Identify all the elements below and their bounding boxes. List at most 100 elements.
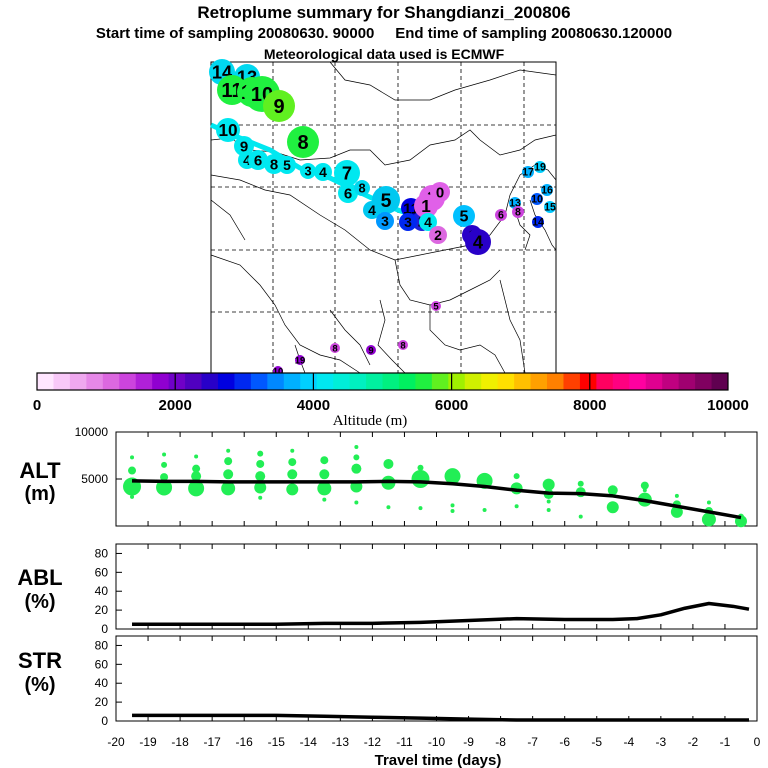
map-marker-dot bbox=[338, 183, 358, 203]
particle-point bbox=[160, 473, 169, 482]
map-marker-label: 3 bbox=[381, 213, 389, 229]
map-marker-dot bbox=[334, 160, 360, 186]
particle-point bbox=[258, 495, 263, 500]
particle-point bbox=[287, 469, 298, 480]
x-axis-label: Travel time (days) bbox=[375, 752, 502, 768]
map-marker-dot bbox=[399, 213, 417, 231]
x-tick-label: 0 bbox=[754, 735, 761, 749]
colorbar-cell bbox=[119, 373, 137, 390]
y-tick-label: 20 bbox=[95, 695, 109, 709]
particle-point bbox=[317, 481, 332, 496]
time-series-panels: ALT(m)500010000ABL(%)020406080STR(%)0204… bbox=[17, 425, 760, 768]
map-marker-dot bbox=[248, 150, 268, 170]
colorbar-cell bbox=[234, 373, 252, 390]
map-marker-dot bbox=[263, 90, 295, 122]
map-marker-dot bbox=[330, 343, 340, 353]
map-marker-dot bbox=[363, 201, 381, 219]
colorbar-ticks: 0 2000 4000 6000 8000 10000 bbox=[33, 373, 749, 414]
particle-point bbox=[706, 500, 711, 505]
particle-point bbox=[130, 494, 135, 499]
colorbar-cell bbox=[711, 373, 729, 390]
colorbar-cell bbox=[185, 373, 203, 390]
end-time: End time of sampling 20080630.120000 bbox=[395, 25, 673, 42]
map-marker-label: 9 bbox=[368, 345, 373, 356]
map-marker-label: 6 bbox=[344, 185, 352, 202]
particle-point bbox=[482, 508, 487, 513]
particle-point bbox=[194, 454, 199, 459]
map-marker-dot bbox=[354, 180, 370, 196]
map-marker-dot bbox=[398, 340, 408, 350]
particle-point bbox=[223, 469, 234, 480]
particle-point bbox=[288, 458, 297, 467]
colorbar-tick-label: 10000 bbox=[707, 397, 749, 414]
colorbar-cell bbox=[612, 373, 630, 390]
map-marker-label: 15 bbox=[544, 202, 556, 214]
particle-point bbox=[444, 468, 461, 485]
x-tick-label: -13 bbox=[332, 735, 350, 749]
colorbar-tick-label: 0 bbox=[33, 397, 41, 414]
map-marker-label: 19 bbox=[534, 162, 546, 174]
panel-label: STR bbox=[18, 648, 62, 673]
particle-point bbox=[162, 452, 167, 457]
particle-point bbox=[513, 473, 520, 480]
particle-point bbox=[546, 508, 551, 513]
map-marker-dot bbox=[376, 212, 394, 230]
panel-label: ABL bbox=[17, 565, 62, 590]
map-marker-dot bbox=[544, 201, 556, 213]
particle-point bbox=[257, 450, 264, 457]
particle-point bbox=[383, 458, 394, 469]
panel-unit: (m) bbox=[24, 483, 55, 505]
map-marker-label: 7 bbox=[342, 162, 352, 183]
particle-point bbox=[322, 497, 327, 502]
str-line bbox=[132, 713, 749, 722]
colorbar-cell bbox=[349, 373, 367, 390]
met-data-line: Meteorological data used is ECMWF bbox=[263, 46, 505, 62]
colorbar-cell bbox=[366, 373, 383, 390]
y-tick-label: 60 bbox=[95, 657, 109, 671]
x-tick-label: -12 bbox=[364, 735, 382, 749]
particle-point bbox=[642, 488, 647, 493]
colorbar-cell bbox=[201, 373, 219, 390]
map-marker-label: 4 bbox=[319, 164, 327, 180]
particle-point bbox=[606, 501, 619, 514]
y-tick-label: 40 bbox=[95, 676, 109, 690]
particle-point bbox=[188, 480, 205, 497]
colorbar-cell bbox=[547, 373, 564, 390]
map-marker-label: 11 bbox=[221, 80, 242, 102]
map-marker-label: 16 bbox=[541, 185, 553, 197]
str-panel-frame bbox=[115, 635, 758, 722]
colorbar-cell bbox=[530, 373, 548, 390]
colorbar-cell bbox=[415, 373, 433, 390]
alt-panel-frame bbox=[115, 431, 758, 527]
colorbar-tick-label: 4000 bbox=[297, 397, 330, 414]
colorbar-tick-label: 6000 bbox=[435, 397, 468, 414]
map-marker-label: 10 bbox=[531, 194, 543, 206]
x-tick-label: -8 bbox=[495, 735, 506, 749]
particle-point bbox=[674, 493, 679, 498]
y-tick-label: 80 bbox=[95, 546, 109, 560]
map-marker-label: 5 bbox=[283, 157, 291, 173]
particle-point bbox=[417, 464, 424, 471]
particle-point bbox=[670, 505, 683, 518]
particle-point bbox=[286, 483, 299, 496]
y-tick-label: 0 bbox=[101, 714, 108, 728]
panel-unit: (%) bbox=[24, 674, 55, 696]
map-marker-label: 5 bbox=[381, 190, 392, 212]
colorbar-cell bbox=[168, 373, 186, 390]
y-tick-label: 10000 bbox=[75, 425, 109, 439]
colorbar-cell bbox=[316, 373, 334, 390]
str-series bbox=[132, 713, 749, 722]
x-tick-label: -14 bbox=[300, 735, 318, 749]
particle-point bbox=[607, 485, 618, 496]
map-marker-label: 4 bbox=[243, 152, 251, 168]
x-tick-label: -4 bbox=[623, 735, 634, 749]
map-marker-label: 10 bbox=[218, 120, 237, 140]
map-marker-label: 17 bbox=[522, 167, 534, 179]
x-tick-label: -9 bbox=[463, 735, 474, 749]
colorbar-cell bbox=[579, 373, 597, 390]
map-marker-dot bbox=[453, 205, 475, 227]
colorbar-cell bbox=[135, 373, 153, 390]
colorbar-cell bbox=[382, 373, 400, 390]
colorbar-cell bbox=[283, 373, 301, 390]
